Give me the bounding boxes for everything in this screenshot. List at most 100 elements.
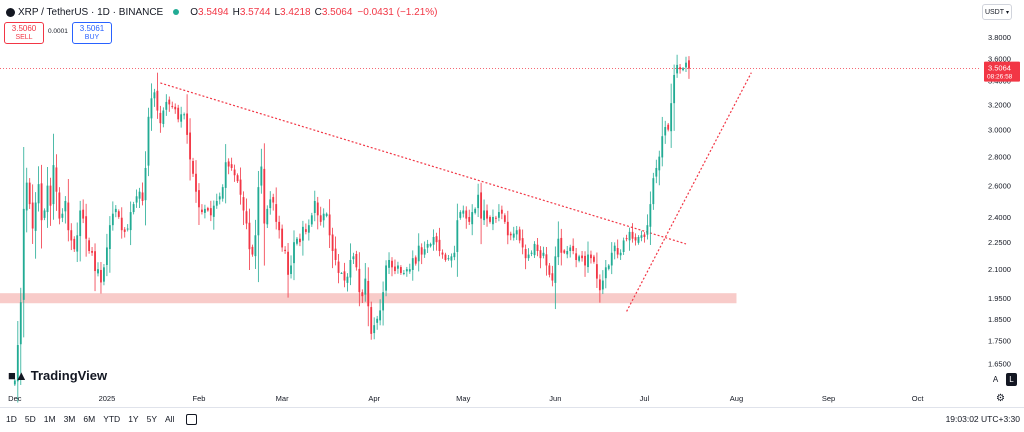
candle-body — [578, 256, 581, 261]
range-1y[interactable]: 1Y — [128, 414, 139, 424]
range-1d[interactable]: 1D — [6, 414, 17, 424]
range-1m[interactable]: 1M — [43, 414, 56, 424]
y-tick-label: 2.4000 — [988, 213, 1011, 222]
candle-body — [355, 254, 358, 268]
candle-body — [319, 215, 322, 222]
candle-body — [162, 110, 165, 124]
candle-body — [382, 292, 385, 311]
candle-body — [19, 302, 22, 345]
candle-body — [328, 214, 331, 236]
symbol-title[interactable]: XRP / TetherUS · 1D · BINANCE — [18, 6, 164, 18]
candle-body — [607, 265, 610, 269]
y-tick-label: 1.7500 — [988, 337, 1011, 346]
candle-body — [444, 254, 447, 260]
candle-body — [459, 212, 462, 218]
sell-button[interactable]: 3.5060 SELL — [4, 22, 44, 44]
candle-body — [88, 240, 91, 251]
candle-body — [539, 250, 542, 259]
buy-button[interactable]: 3.5061 BUY — [72, 22, 112, 44]
candle-body — [46, 185, 49, 213]
candle-body — [581, 255, 583, 259]
range-5d[interactable]: 5D — [24, 414, 36, 424]
candle-body — [399, 267, 402, 273]
candle-body — [364, 278, 367, 295]
candle-body — [394, 266, 396, 272]
timeframe-bar: 1D 5D 1M 3M 6M YTD 1Y 5Y All — [6, 414, 198, 425]
candle-body — [129, 212, 132, 231]
low-label: L — [274, 6, 280, 18]
candle-body — [619, 252, 622, 256]
candle-body — [239, 179, 242, 195]
log-scale-button[interactable]: L — [1006, 373, 1017, 386]
high-value: 3.5744 — [239, 6, 271, 18]
candle-body — [367, 280, 370, 307]
candle-body — [388, 259, 390, 268]
candle-body — [673, 74, 676, 104]
candle-body — [349, 259, 352, 278]
auto-scale-button[interactable]: A — [992, 375, 999, 384]
candle-body — [156, 90, 159, 111]
candle-body — [215, 200, 218, 206]
candle-body — [227, 161, 230, 167]
candle-body — [22, 208, 25, 300]
candle-body — [16, 345, 19, 382]
candle-body — [557, 238, 560, 258]
candle-body — [453, 252, 456, 258]
candle-body — [417, 245, 420, 262]
candle-body — [111, 213, 114, 226]
y-tick-label: 1.8500 — [988, 315, 1011, 324]
candle-body — [299, 238, 301, 243]
gear-icon[interactable]: ⚙ — [996, 393, 1005, 404]
y-tick-label: 2.6000 — [988, 182, 1011, 191]
range-3m[interactable]: 3M — [63, 414, 76, 424]
candle-body — [25, 182, 28, 211]
currency-selector[interactable]: USDT ▾ — [982, 4, 1012, 20]
candle-body — [435, 236, 438, 243]
candle-body — [670, 103, 673, 132]
candle-body — [637, 237, 640, 243]
candle-body — [290, 265, 292, 275]
candle-body — [405, 269, 408, 272]
candle-body — [304, 229, 307, 232]
candle-body — [524, 249, 527, 259]
range-ytd[interactable]: YTD — [103, 414, 121, 424]
price-chart[interactable]: 3.80003.60003.40003.20003.00002.80002.60… — [0, 0, 1024, 407]
candle-body — [474, 208, 477, 213]
candle-body — [682, 68, 684, 71]
candle-body — [37, 184, 40, 204]
x-tick-label: Sep — [822, 394, 835, 403]
candle-body — [34, 202, 37, 231]
range-6m[interactable]: 6M — [83, 414, 96, 424]
range-5y[interactable]: 5Y — [146, 414, 157, 424]
candle-body — [397, 265, 399, 269]
candle-body — [634, 237, 637, 241]
candle-body — [590, 254, 592, 259]
candle-body — [233, 169, 236, 176]
candle-body — [192, 161, 194, 174]
close-value: 3.5064 — [321, 6, 353, 18]
candle-body — [76, 235, 79, 252]
candle-body — [245, 211, 248, 224]
range-all[interactable]: All — [165, 414, 175, 424]
xrp-logo-icon — [6, 7, 15, 17]
candle-body — [108, 225, 111, 250]
candle-body — [144, 167, 147, 201]
candle-body — [468, 217, 471, 222]
candle-body — [284, 249, 287, 251]
candle-body — [414, 257, 417, 264]
candle-body — [206, 208, 209, 211]
candle-body — [224, 162, 227, 188]
tradingview-logo[interactable]: ■▲ TradingView — [8, 368, 107, 383]
candle-body — [123, 229, 126, 232]
candle-body — [307, 225, 310, 233]
clock-timezone[interactable]: 19:03:02 UTC+3:30 — [945, 414, 1020, 424]
candle-body — [263, 168, 266, 224]
candle-body — [346, 276, 349, 283]
candle-body — [67, 202, 70, 231]
calendar-icon[interactable] — [186, 414, 198, 425]
candle-body — [411, 258, 414, 270]
candle-body — [685, 62, 687, 68]
candle-body — [331, 234, 334, 251]
candle-body — [688, 60, 690, 69]
y-tick-label: 2.8000 — [988, 153, 1011, 162]
